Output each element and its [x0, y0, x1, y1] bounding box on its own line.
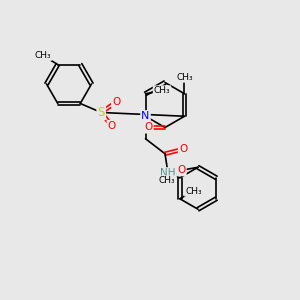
Text: N: N — [141, 111, 150, 121]
Text: O: O — [177, 165, 186, 175]
Text: CH₃: CH₃ — [176, 73, 193, 82]
Text: O: O — [108, 121, 116, 131]
Text: NH: NH — [160, 168, 176, 178]
Text: CH₃: CH₃ — [158, 176, 175, 185]
Text: O: O — [112, 97, 120, 107]
Text: O: O — [144, 122, 153, 133]
Text: S: S — [98, 106, 105, 119]
Text: CH₃: CH₃ — [154, 86, 170, 95]
Text: CH₃: CH₃ — [34, 51, 51, 60]
Text: CH₃: CH₃ — [185, 187, 202, 196]
Text: O: O — [179, 144, 187, 154]
